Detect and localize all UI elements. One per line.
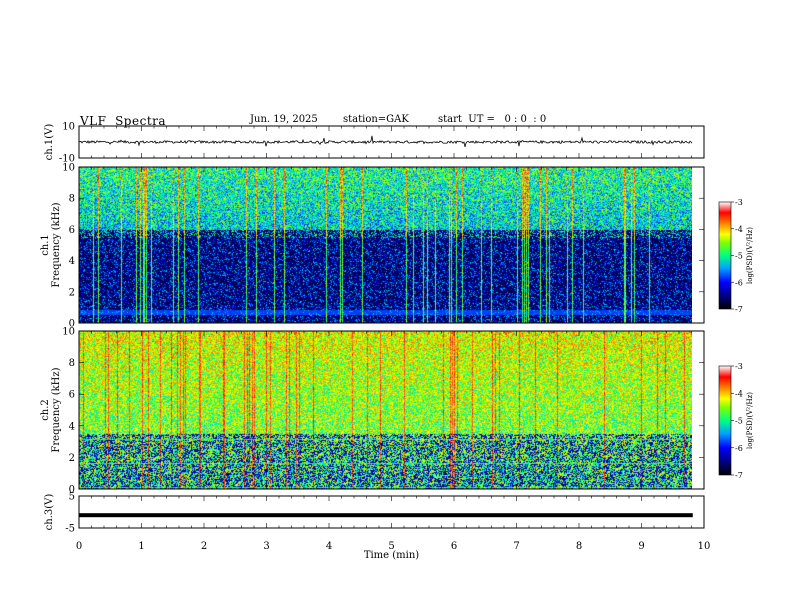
date-label: Jun. 19, 2025 [250, 114, 318, 125]
x-tick-label: 3 [263, 541, 269, 552]
ch3-waveform-y-tick-label: -5 [65, 524, 75, 535]
ch1-colorbar-tick-label: -3 [735, 198, 743, 207]
x-tick-label: 4 [326, 541, 332, 552]
x-tick-label: 2 [201, 541, 207, 552]
ch1-colorbar-tick-label: -5 [735, 252, 743, 261]
ch1-spectrogram-ylabel-freq: Frequency (kHz) [51, 202, 62, 287]
ch1-colorbar-tick-label: -7 [735, 305, 743, 314]
ch2-spectrogram-y-tick-label: 6 [69, 390, 75, 401]
x-tick-label: 9 [638, 541, 644, 552]
ch2-spectrogram-y-tick-label: 4 [69, 421, 75, 432]
ch2-colorbar-tick-label: -7 [735, 471, 743, 480]
ch2-colorbar-label: log(PSD)(V²/Hz) [746, 392, 754, 449]
x-tick-label: 8 [576, 541, 582, 552]
x-tick-label: 5 [388, 541, 394, 552]
start-time-label: start UT = 0 : 0 : 0 [438, 114, 547, 125]
ch1-waveform-ylabel: ch.1(V) [44, 124, 55, 161]
ch3-waveform-y-tick-label: 5 [69, 492, 75, 503]
x-tick-label: 1 [138, 541, 144, 552]
x-axis-label: Time (min) [364, 550, 419, 561]
ch1-spectrogram-y-tick-label: 2 [69, 287, 75, 298]
ch1-colorbar-tick-label: -4 [735, 225, 743, 234]
ch1-waveform-y-tick-label: 10 [62, 122, 75, 133]
spectrogram-image [79, 331, 692, 489]
chart-title: VLF Spectra [80, 114, 167, 128]
station-label: station=GAK [343, 114, 409, 125]
ch1-spectrogram-ylabel-channel: ch.1 [40, 234, 51, 256]
ch1-colorbar-tick-label: -6 [735, 278, 743, 287]
ch1-spectrogram-y-tick-label: 10 [62, 163, 75, 174]
ch1-waveform-line [78, 135, 693, 148]
ch2-colorbar-tick-label: -6 [735, 444, 743, 453]
ch2-colorbar-tick-label: -3 [735, 362, 743, 371]
ch3-waveform-line [79, 513, 693, 518]
x-tick-label: 10 [698, 541, 711, 552]
spectrogram-image [79, 167, 692, 323]
ch1-colorbar [718, 201, 732, 310]
ch2-spectrogram-y-tick-label: 10 [62, 327, 75, 338]
ch1-spectrogram-y-tick-label: 4 [69, 256, 75, 267]
ch2-colorbar-tick-label: -5 [735, 417, 743, 426]
x-tick-label: 7 [513, 541, 519, 552]
ch2-spectrogram-y-tick-label: 0 [69, 485, 75, 496]
ch1-spectrogram-y-tick-label: 8 [69, 194, 75, 205]
ch2-colorbar-tick-label: -4 [735, 389, 743, 398]
ch2-spectrogram-ylabel-channel: ch.2 [40, 399, 51, 421]
x-tick-label: 6 [451, 541, 457, 552]
ch2-colorbar [718, 365, 732, 476]
x-tick-label: 0 [76, 541, 82, 552]
ch1-spectrogram-y-tick-label: 0 [69, 319, 75, 330]
ch1-waveform-y-tick-label: -10 [59, 154, 75, 165]
ch2-spectrogram-ylabel-freq: Frequency (kHz) [51, 367, 62, 452]
ch3-waveform-ylabel: ch.3(V) [44, 494, 55, 531]
ch1-colorbar-label: log(PSD)(V²/Hz) [746, 227, 754, 284]
ch2-spectrogram-y-tick-label: 8 [69, 358, 75, 369]
ch1-spectrogram-y-tick-label: 6 [69, 225, 75, 236]
ch2-spectrogram-y-tick-label: 2 [69, 453, 75, 464]
